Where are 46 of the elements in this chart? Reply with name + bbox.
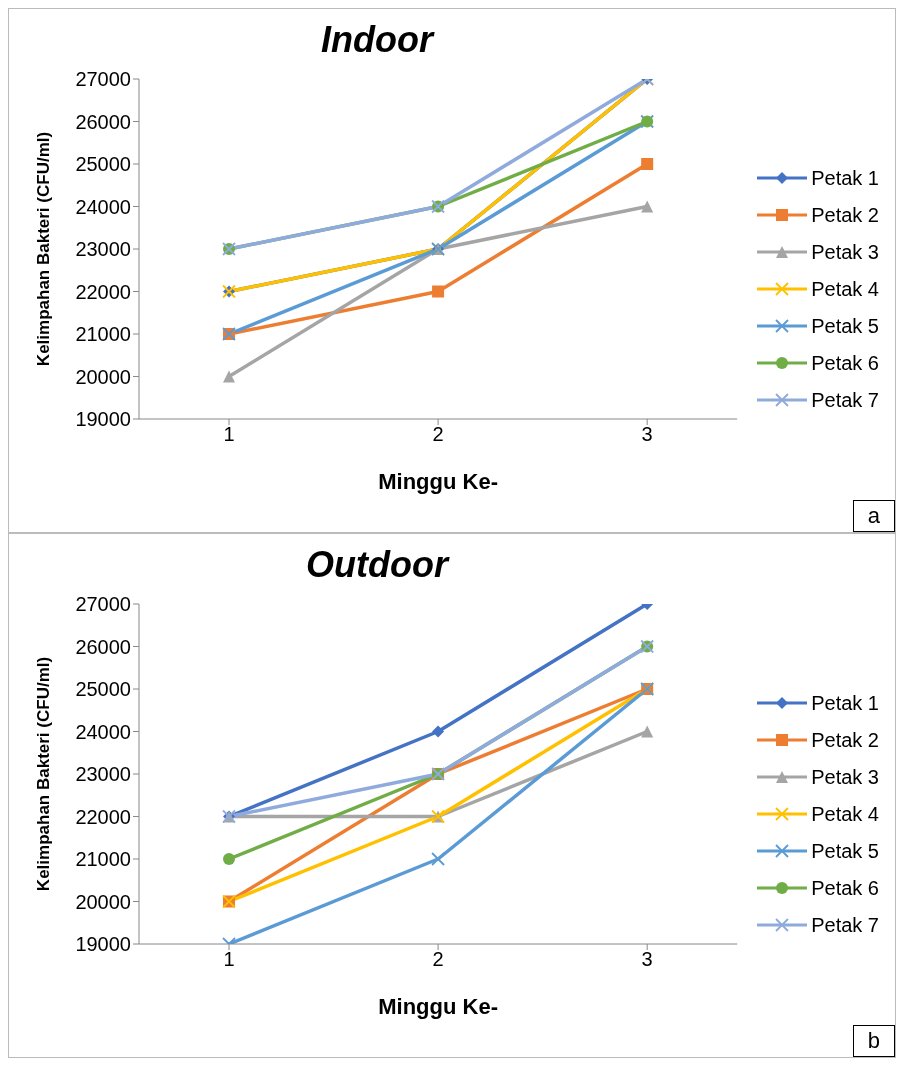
chart-title: Indoor [320, 19, 436, 62]
y-tick-label: 19000 [75, 933, 131, 956]
x-tick-label: 2 [432, 948, 444, 971]
x-axis-title: Minggu Ke- [378, 469, 498, 494]
legend-label: Petak 4 [811, 277, 879, 301]
y-tick-label: 22000 [75, 280, 131, 303]
legend-label: Petak 3 [811, 765, 879, 789]
y-tick-label: 20000 [75, 365, 131, 388]
legend-label: Petak 4 [811, 802, 879, 826]
y-tick-label: 27000 [75, 68, 131, 91]
x-tick-label: 3 [641, 948, 653, 971]
y-tick-label: 23000 [75, 763, 131, 786]
legend-label: Petak 2 [811, 203, 879, 227]
legend-label: Petak 1 [811, 166, 879, 190]
legend-label: Petak 7 [811, 388, 879, 412]
y-tick-label: 23000 [75, 238, 131, 261]
legend-label: Petak 6 [811, 351, 879, 375]
y-tick-label: 27000 [75, 593, 131, 616]
x-tick-label: 3 [641, 423, 653, 446]
text: a [852, 500, 895, 532]
y-tick-label: 21000 [75, 848, 131, 871]
y-tick-label: 19000 [75, 408, 131, 431]
legend-label: Petak 3 [811, 240, 879, 264]
x-tick-label: 1 [223, 948, 235, 971]
text: b [852, 1025, 895, 1057]
legend-label: Petak 5 [811, 839, 879, 863]
x-axis-title: Minggu Ke- [378, 994, 498, 1019]
legend-label: Petak 5 [811, 314, 879, 338]
y-tick-label: 24000 [75, 720, 131, 743]
y-tick-label: 25000 [75, 678, 131, 701]
y-tick-label: 22000 [75, 805, 131, 828]
y-tick-label: 26000 [75, 110, 131, 133]
legend-label: Petak 6 [811, 876, 879, 900]
y-axis-title: Kelimpahan Bakteri (CFU/ml) [34, 131, 54, 367]
x-tick-label: 2 [432, 423, 444, 446]
legend-label: Petak 7 [811, 913, 879, 937]
y-tick-label: 24000 [75, 195, 131, 218]
legend-label: Petak 2 [811, 728, 879, 752]
y-axis-title: Kelimpahan Bakteri (CFU/ml) [34, 656, 54, 892]
y-tick-label: 21000 [75, 323, 131, 346]
chart-title: Outdoor [305, 544, 451, 587]
y-tick-label: 20000 [75, 890, 131, 913]
legend-label: Petak 1 [811, 691, 879, 715]
x-tick-label: 1 [223, 423, 235, 446]
y-tick-label: 26000 [75, 635, 131, 658]
y-tick-label: 25000 [75, 153, 131, 176]
